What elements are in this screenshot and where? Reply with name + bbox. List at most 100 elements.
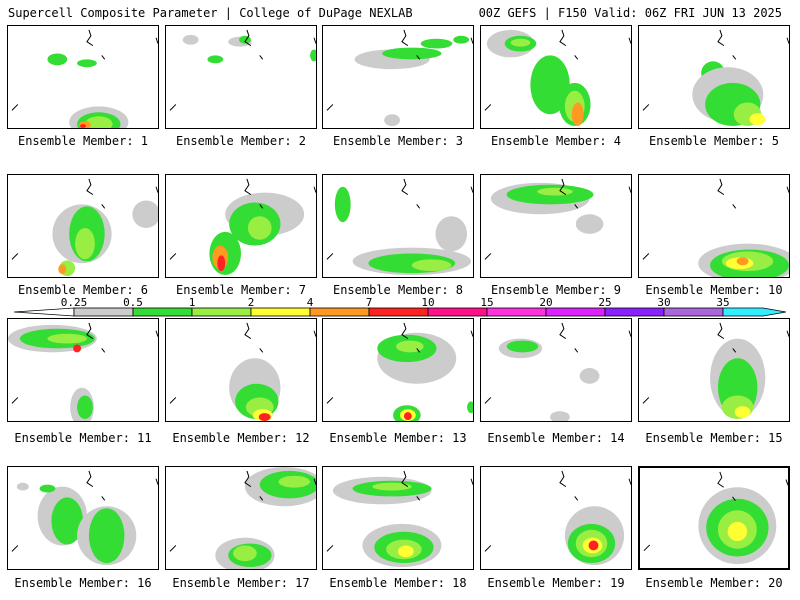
coastline-outline [259, 348, 264, 353]
scp-contour-level-2 [334, 186, 351, 223]
scp-contour-level-4 [727, 521, 748, 542]
scp-contour-level-1 [16, 482, 29, 491]
coastline-outline [559, 178, 567, 196]
ensemble-member-map-18[interactable] [322, 466, 474, 570]
coastline-outline [155, 37, 158, 44]
coastline-outline [244, 29, 252, 47]
coastline-outline [786, 37, 789, 44]
ensemble-member-map-16[interactable] [7, 466, 159, 570]
coastline-outline [470, 186, 473, 193]
color-scale-legend: 0.25 0.5 1 2 4 7 10 15 20 25 30 35 [14, 297, 786, 321]
scp-contour-level-1 [579, 368, 600, 384]
ensemble-member-caption: Ensemble Member: 16 [14, 576, 152, 590]
ensemble-member-map-15[interactable] [638, 318, 790, 422]
scp-contour-level-1 [182, 34, 199, 45]
ensemble-member-map-13[interactable] [322, 318, 474, 422]
coastline-outline [313, 478, 316, 485]
ensemble-member-map-6[interactable] [7, 174, 159, 278]
ensemble-member-caption: Ensemble Member: 6 [17, 283, 149, 297]
ensemble-member-caption: Ensemble Member: 2 [175, 134, 307, 148]
coastline-outline [401, 178, 409, 196]
ensemble-member-map-17[interactable] [165, 466, 317, 570]
ensemble-member-map-8[interactable] [322, 174, 474, 278]
coastline-outline [574, 348, 579, 353]
scp-contour-field [484, 178, 631, 260]
legend-swatch [486, 307, 547, 317]
scp-contour-level-1 [550, 411, 570, 421]
legend-threshold-label: 25 [598, 296, 612, 309]
legend-threshold-label: 10 [421, 296, 435, 309]
ensemble-member-map-14[interactable] [480, 318, 632, 422]
ensemble-member-map-1[interactable] [7, 25, 159, 129]
scp-contour-level-3 [233, 545, 257, 562]
ensemble-member-caption: Ensemble Member: 11 [14, 431, 152, 445]
coastline-outline [169, 545, 177, 552]
coastline-outline [574, 496, 579, 501]
coastline-outline [559, 29, 567, 47]
ensemble-member-caption: Ensemble Member: 20 [645, 576, 783, 590]
coastline-outline [155, 186, 158, 193]
coastline-outline [101, 496, 106, 501]
coastline-outline [416, 204, 421, 209]
coastline-outline [169, 104, 177, 111]
scp-contour-level-5 [571, 102, 584, 127]
legend-swatch [191, 307, 252, 317]
coastline-outline [574, 55, 579, 60]
coastline-outline [628, 37, 631, 44]
coastline-outline [643, 544, 651, 552]
coastline-outline [11, 253, 19, 260]
scp-contour-level-5 [736, 257, 749, 266]
ensemble-member-caption: Ensemble Member: 13 [329, 431, 467, 445]
ensemble-member-map-4[interactable] [480, 25, 632, 129]
ensemble-member-map-11[interactable] [7, 318, 159, 422]
coastline-outline [259, 55, 264, 60]
scp-contour-field [484, 470, 631, 566]
scp-contour-level-3 [47, 333, 87, 344]
ensemble-member-map-2[interactable] [165, 25, 317, 129]
scp-contour-level-2 [467, 401, 473, 414]
map-header: Supercell Composite Parameter | College … [8, 5, 782, 21]
scp-contour-field [484, 322, 631, 421]
ensemble-member-map-20[interactable] [638, 466, 790, 570]
coastline-outline [401, 322, 409, 340]
legend-color-bar [14, 307, 786, 317]
scp-contour-field [8, 322, 158, 421]
ensemble-member-map-7[interactable] [165, 174, 317, 278]
ensemble-member-map-9[interactable] [480, 174, 632, 278]
coastline-outline [732, 496, 736, 501]
scp-contour-level-2 [77, 59, 97, 68]
legend-swatch [73, 307, 134, 317]
ensemble-member-caption: Ensemble Member: 9 [490, 283, 622, 297]
coastline-outline [169, 253, 177, 260]
coastline-outline [86, 470, 94, 488]
scp-contour-field [326, 322, 473, 421]
legend-threshold-label: 7 [365, 296, 373, 309]
coastline-outline [470, 478, 473, 485]
scp-contour-field [326, 470, 473, 568]
scp-contour-level-5 [58, 264, 67, 275]
ensemble-member-map-3[interactable] [322, 25, 474, 129]
scp-contour-level-4 [749, 113, 766, 126]
scp-contour-level-2 [310, 49, 316, 62]
coastline-outline [717, 322, 725, 340]
scp-contour-level-1 [575, 214, 604, 234]
scp-contour-level-3 [84, 116, 113, 128]
ensemble-member-caption: Ensemble Member: 15 [645, 431, 783, 445]
legend-threshold-label: 4 [306, 296, 314, 309]
coastline-outline [785, 479, 788, 486]
ensemble-member-map-10[interactable] [638, 174, 790, 278]
ensemble-member-caption: Ensemble Member: 12 [172, 431, 310, 445]
coastline-outline [313, 186, 316, 193]
ensemble-member-map-5[interactable] [638, 25, 790, 129]
scp-contour-level-2 [382, 47, 442, 60]
coastline-outline [628, 186, 631, 193]
legend-swatch [427, 307, 488, 317]
scp-contour-field [169, 29, 316, 111]
scp-contour-field [169, 322, 316, 421]
scp-contour-level-6 [80, 124, 86, 128]
scp-contour-level-2 [506, 340, 539, 353]
ensemble-member-map-19[interactable] [480, 466, 632, 570]
map-title: Supercell Composite Parameter | College … [8, 6, 413, 20]
ensemble-member-map-12[interactable] [165, 318, 317, 422]
coastline-outline [401, 29, 409, 47]
